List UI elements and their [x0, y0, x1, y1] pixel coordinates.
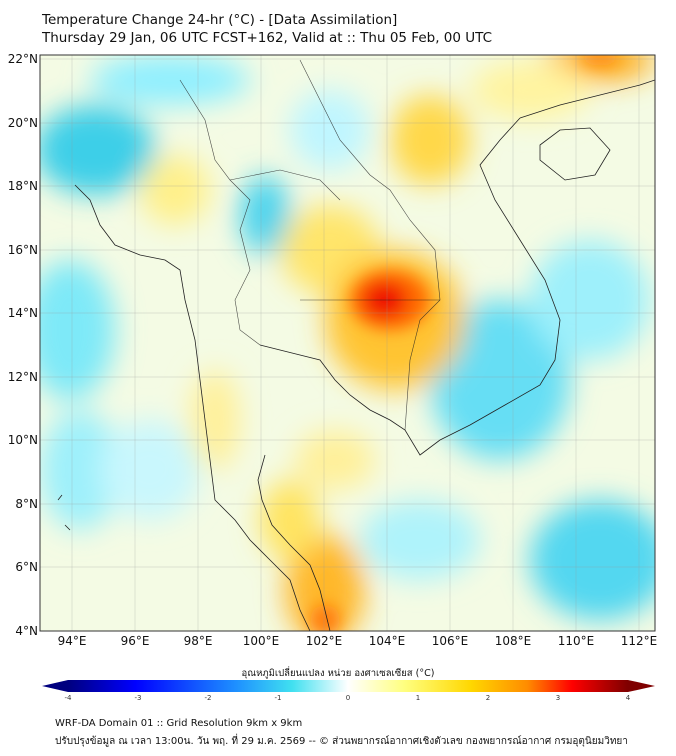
map-frame — [39, 54, 656, 632]
field-layer — [40, 55, 655, 631]
lat-label: 4°N — [15, 624, 38, 638]
lon-label: 96°E — [121, 634, 150, 648]
colorbar-title: อุณหภูมิเปลี่ยนแปลง หน่วย องศาเซลเซียส (… — [241, 668, 435, 679]
lon-label: 108°E — [495, 634, 532, 648]
lat-label: 18°N — [8, 179, 38, 193]
colorbar-tick: -4 — [65, 694, 73, 700]
lat-label: 20°N — [8, 116, 38, 130]
colorbar-tick: 1 — [416, 694, 420, 700]
map-subtitle: Thursday 29 Jan, 06 UTC FCST+162, Valid … — [42, 30, 493, 46]
coastlines — [57, 79, 655, 631]
colorbar-tick: 4 — [626, 694, 631, 700]
footer-model-info: WRF-DA Domain 01 :: Grid Resolution 9km … — [55, 718, 303, 729]
lat-label: 16°N — [8, 243, 38, 257]
map-title: Temperature Change 24-hr (°C) - [Data As… — [42, 12, 398, 28]
lat-label: 6°N — [15, 560, 38, 574]
lat-label: 8°N — [15, 497, 38, 511]
colorbar-tick: -3 — [135, 694, 142, 700]
lat-label: 14°N — [8, 306, 38, 320]
lon-label: 98°E — [184, 634, 213, 648]
lon-label: 102°E — [306, 634, 343, 648]
colorbar-tick: -1 — [275, 694, 282, 700]
colorbar-tick: 3 — [556, 694, 560, 700]
lon-label: 94°E — [58, 634, 87, 648]
graticule — [40, 55, 655, 631]
colorbar-tick: -2 — [205, 694, 212, 700]
footer-credit: ปรับปรุงข้อมูล ณ เวลา 13:00น. วัน พฤ. ที… — [55, 736, 628, 747]
colorbar: -4 -3 -2 -1 0 1 2 3 4 — [42, 680, 655, 700]
temperature-change-map: 22°N 20°N 18°N 16°N 14°N 12°N 10°N 8°N 6… — [8, 52, 658, 700]
colorbar-tick: 0 — [346, 694, 350, 700]
lon-label: 110°E — [558, 634, 595, 648]
colorbar-max-extend — [628, 680, 655, 692]
lat-label: 10°N — [8, 433, 38, 447]
lon-label: 106°E — [432, 634, 469, 648]
lat-label: 12°N — [8, 370, 38, 384]
borders — [179, 59, 441, 431]
colorbar-tick: 2 — [486, 694, 490, 700]
lon-label: 112°E — [621, 634, 658, 648]
colorbar-gradient — [68, 680, 628, 692]
lon-label: 104°E — [369, 634, 406, 648]
lat-label: 22°N — [8, 52, 38, 66]
lon-label: 100°E — [243, 634, 280, 648]
colorbar-min-extend — [42, 680, 68, 692]
